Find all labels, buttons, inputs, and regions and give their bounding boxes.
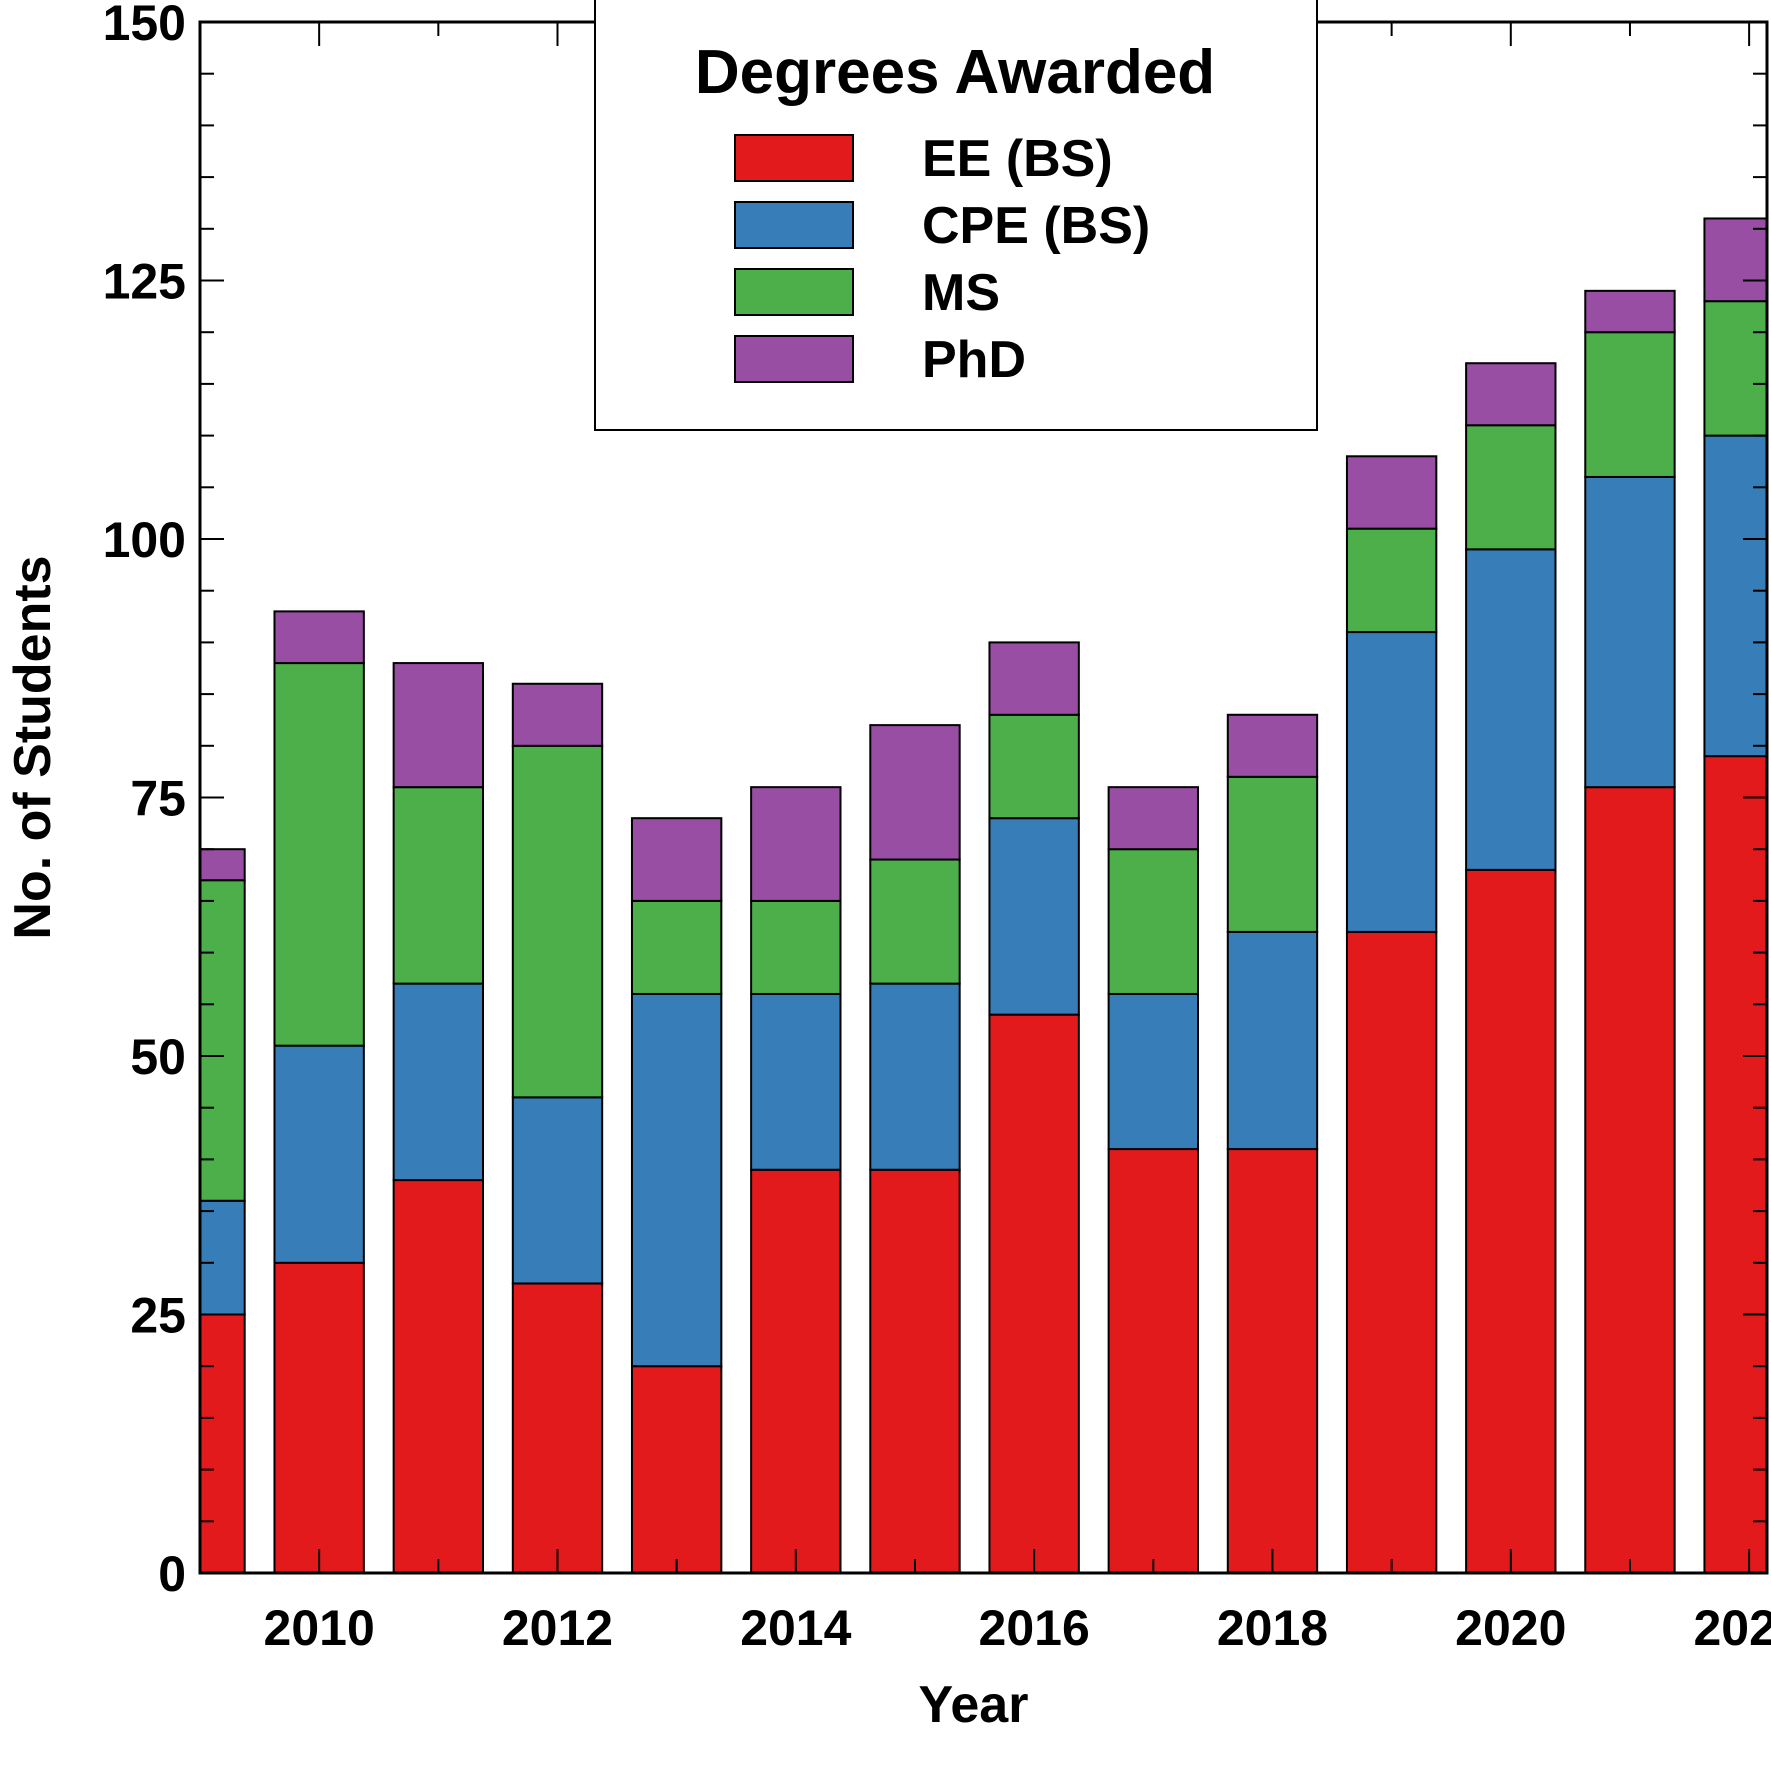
ticks-group [199, 21, 1767, 1574]
bar-2021-cpe-bs [1584, 475, 1676, 789]
bar-2011-ee-bs [392, 1179, 485, 1573]
bar-2014-ms [750, 899, 842, 995]
bar-2012-cpe-bs [511, 1096, 604, 1285]
legend-item-ee-bs: EE (BS) [734, 130, 1113, 188]
bar-2009-ee-bs [200, 1313, 246, 1573]
bar-2021-ms [1584, 331, 1676, 478]
bar-2020-ms [1465, 424, 1557, 551]
bar-2010-phd [273, 610, 365, 665]
x-tick-label: 2012 [502, 1600, 613, 1656]
bar-2016-ee-bs [988, 1013, 1080, 1573]
bar-2022-cpe-bs [1703, 434, 1767, 758]
legend-label-ee-bs: EE (BS) [922, 130, 1113, 188]
x-tick-label: 2016 [979, 1600, 1090, 1656]
legend-box [594, 0, 1318, 431]
y-tick-label: 150 [103, 0, 186, 51]
bar-2009-cpe-bs [200, 1199, 246, 1316]
bar-2012-ms [511, 744, 604, 1099]
bar-2015-ee-bs [869, 1168, 961, 1573]
legend-swatch-ee-bs [734, 134, 854, 182]
bar-2011-cpe-bs [392, 982, 485, 1182]
bar-2017-ee-bs [1107, 1148, 1199, 1573]
bar-2013-phd [630, 817, 723, 902]
y-axis-title: No. of Students [4, 555, 62, 939]
legend-item-cpe-bs: CPE (BS) [734, 197, 1150, 255]
bar-2014-cpe-bs [750, 992, 842, 1171]
bar-2014-phd [750, 786, 842, 902]
bar-2012-phd [511, 682, 604, 747]
bar-2016-cpe-bs [988, 817, 1080, 1016]
bar-2020-ee-bs [1465, 868, 1557, 1573]
bar-2013-ms [630, 899, 723, 995]
y-tick-label: 100 [103, 512, 186, 568]
bar-2017-phd [1107, 786, 1199, 851]
y-tick-label: 0 [158, 1546, 186, 1602]
bar-2018-phd [1226, 713, 1319, 778]
bars-group [200, 217, 1767, 1573]
bar-2019-ms [1345, 527, 1438, 634]
legend: Degrees Awarded EE (BS) CPE (BS) MS PhD [594, 0, 1318, 431]
legend-swatch-phd [734, 335, 854, 383]
bar-2010-cpe-bs [273, 1044, 365, 1264]
y-tick-label: 25 [130, 1288, 186, 1344]
bar-2011-phd [392, 662, 485, 789]
y-tick-label: 125 [103, 254, 186, 310]
x-tick-label: 2022 [1694, 1600, 1771, 1656]
tick-labels-group: 0 25 50 75 100 125 150 2010 2012 2014 2016 2018 2020… [103, 0, 1771, 1656]
bar-2010-ee-bs [273, 1261, 365, 1573]
bar-2019-phd [1345, 455, 1438, 530]
y-tick-label: 75 [130, 771, 186, 827]
bar-2013-cpe-bs [630, 992, 723, 1368]
legend-label-phd: PhD [922, 331, 1026, 389]
bar-2018-cpe-bs [1226, 930, 1319, 1151]
legend-swatch-cpe-bs [734, 201, 854, 249]
bar-2017-cpe-bs [1107, 992, 1199, 1151]
legend-label-ms: MS [922, 264, 1000, 322]
bar-2017-ms [1107, 848, 1199, 995]
bar-2018-ee-bs [1226, 1148, 1319, 1573]
bar-2015-cpe-bs [869, 982, 961, 1171]
bar-2022-phd [1703, 217, 1767, 303]
bar-2022-ms [1703, 300, 1767, 437]
legend-item-phd: PhD [734, 331, 1026, 389]
bar-2011-ms [392, 786, 485, 985]
bar-2019-cpe-bs [1345, 631, 1438, 933]
legend-items: EE (BS) CPE (BS) MS PhD [734, 130, 1150, 389]
bar-2016-phd [988, 641, 1080, 716]
legend-item-ms: MS [734, 264, 1000, 322]
bar-2014-ee-bs [750, 1168, 842, 1573]
x-tick-label: 2020 [1455, 1600, 1566, 1656]
bar-2012-ee-bs [511, 1282, 604, 1573]
legend-title: Degrees Awarded [695, 38, 1215, 107]
x-tick-label: 2018 [1217, 1600, 1328, 1656]
bar-2018-ms [1226, 775, 1319, 933]
bar-2016-ms [988, 713, 1080, 820]
x-axis-title: Year [919, 1676, 1029, 1734]
bar-2020-cpe-bs [1465, 548, 1557, 871]
bar-2015-phd [869, 724, 961, 861]
legend-label-cpe-bs: CPE (BS) [922, 197, 1150, 255]
x-tick-label: 2010 [264, 1600, 375, 1656]
legend-swatch-ms [734, 268, 854, 316]
bar-2010-ms [273, 662, 365, 1047]
bar-2009-phd [200, 848, 246, 882]
bar-2013-ee-bs [630, 1365, 723, 1573]
bar-2020-phd [1465, 362, 1557, 427]
bar-2022-ee-bs [1703, 755, 1767, 1573]
bar-2021-phd [1584, 289, 1676, 334]
bar-2015-ms [869, 858, 961, 985]
bar-2021-ee-bs [1584, 786, 1676, 1573]
bar-2019-ee-bs [1345, 930, 1438, 1573]
x-tick-label: 2014 [740, 1600, 851, 1656]
y-tick-label: 50 [130, 1029, 186, 1085]
